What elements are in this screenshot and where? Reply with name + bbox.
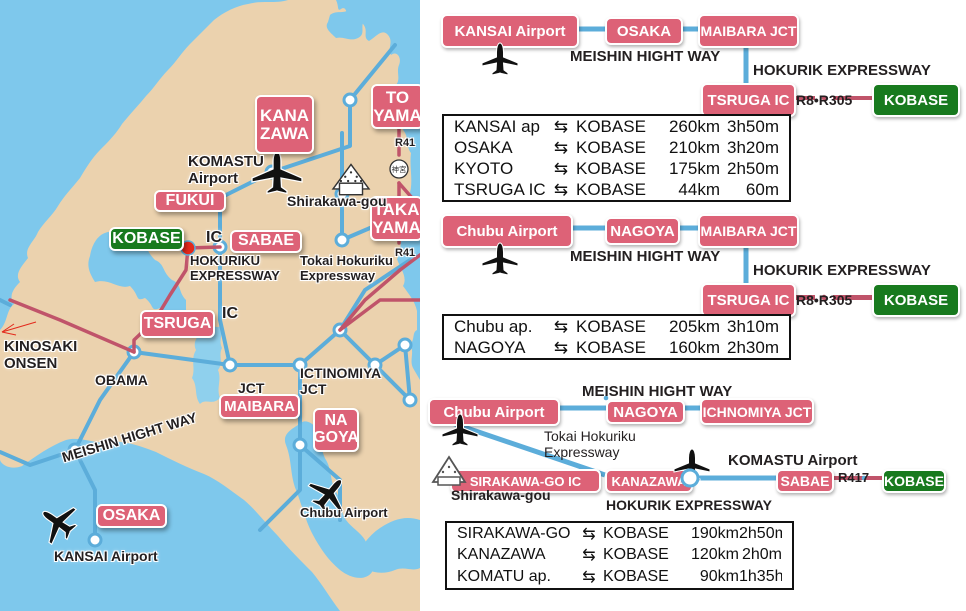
svg-text:神宮: 神宮 [392, 164, 407, 174]
